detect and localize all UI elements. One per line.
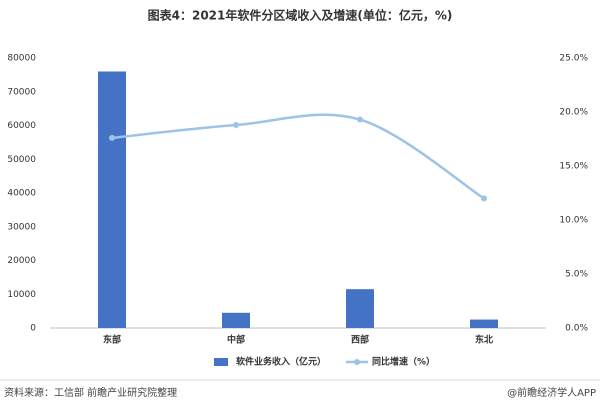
chart-title: 图表4：2021年软件分区域收入及增速(单位：亿元，%): [148, 8, 453, 23]
credit: @前瞻经济学人APP: [507, 386, 596, 399]
x-tick-label: 西部: [351, 334, 369, 346]
y-tick-label: 50000: [7, 155, 36, 165]
bar: [470, 319, 498, 328]
bar: [98, 71, 126, 328]
legend-swatch: [354, 359, 361, 365]
y2-tick-label: 15.0%: [559, 162, 588, 172]
x-tick-label: 东北: [475, 334, 493, 346]
y2-tick-label: 25.0%: [559, 54, 588, 64]
line: [111, 113, 485, 200]
y-tick-label: 40000: [7, 189, 36, 199]
line-point: [481, 195, 487, 202]
legend-label: 软件业务收入（亿元）: [236, 356, 326, 368]
y2-tick-label: 10.0%: [559, 216, 588, 226]
y-tick-label: 70000: [7, 87, 36, 97]
legend-swatch: [214, 358, 228, 366]
line-point: [233, 121, 239, 128]
y2-tick-label: 0.0%: [565, 324, 588, 334]
x-tick-label: 东部: [103, 334, 121, 346]
y2-tick-label: 20.0%: [559, 108, 588, 118]
y2-tick-label: 5.0%: [565, 270, 588, 280]
line-point: [109, 134, 115, 141]
y-tick-label: 0: [30, 324, 36, 334]
legend-label: 同比增速（%）: [372, 356, 435, 368]
bar: [222, 312, 250, 328]
line-point: [357, 116, 363, 123]
y-tick-label: 30000: [7, 222, 36, 232]
y-tick-label: 10000: [7, 290, 36, 300]
x-tick-label: 中部: [227, 334, 245, 346]
y-tick-label: 20000: [7, 256, 36, 266]
bar: [346, 289, 374, 328]
y-tick-label: 80000: [7, 54, 36, 64]
y-tick-label: 60000: [7, 121, 36, 131]
source: 资料来源：工信部 前瞻产业研究院整理: [4, 386, 177, 399]
